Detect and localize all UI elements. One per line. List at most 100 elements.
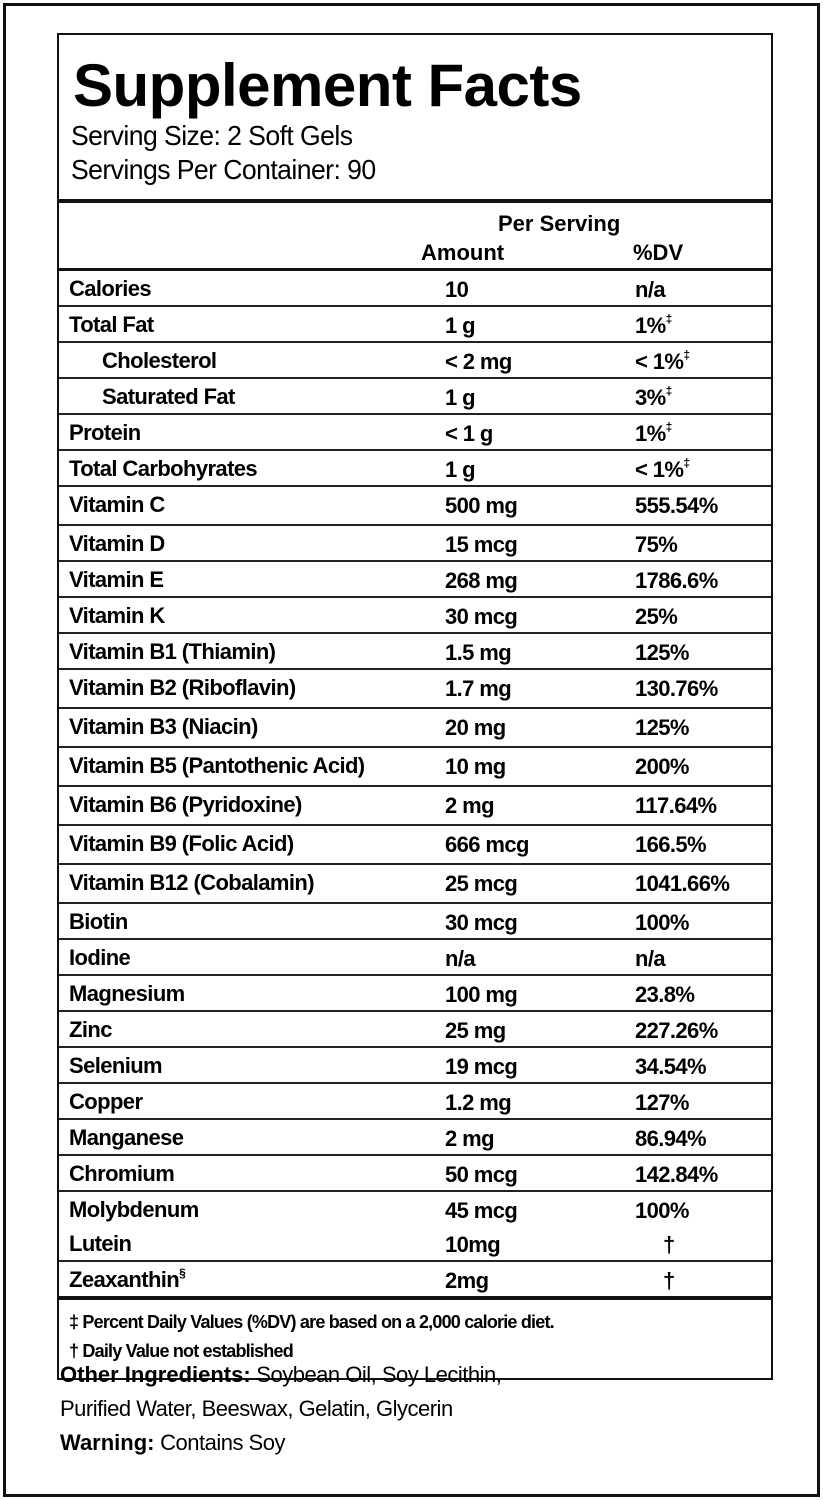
nutrient-dv-text: 125% [635,640,689,665]
nutrient-amount: 666 mcg [445,832,529,857]
table-row: Selenium 19 mcg 34.54% [59,1048,771,1084]
nutrient-name: Zinc [69,1017,112,1043]
table-row: Total Fat 1 g 1%‡ [59,307,771,343]
nutrient-name: Vitamin D [69,531,165,557]
nutrient-name-text: Zeaxanthin [69,1267,180,1292]
nutrient-name-text: Cholesterol [102,348,217,373]
nutrient-name: Molybdenum [69,1197,199,1223]
nutrient-name-text: Vitamin B9 (Folic Acid) [69,831,294,856]
nutrient-amount: 19 mcg [445,1054,518,1079]
nutrient-dv-text: 86.94% [635,1126,707,1151]
section-mark-icon: § [179,1266,186,1280]
nutrient-dv-text: 100% [635,910,689,935]
other-ingredients-line-1: Other Ingredients: Soybean Oil, Soy Leci… [60,1358,502,1392]
nutrient-name: Vitamin B5 (Pantothenic Acid) [69,753,365,779]
nutrient-name: Magnesium [69,981,185,1007]
nutrient-dv-text: 130.76% [635,676,718,701]
nutrient-dv: 1%‡ [635,420,673,447]
nutrient-dv: 166.5% [635,832,707,858]
other-ingredients-line-2: Purified Water, Beeswax, Gelatin, Glycer… [60,1396,453,1421]
supplement-facts-panel: Supplement Facts Serving Size: 2 Soft Ge… [57,33,773,1380]
nutrient-name-text: Chromium [69,1161,175,1186]
panel-title: Supplement Facts [73,52,582,119]
nutrient-name-text: Vitamin E [69,567,164,592]
nutrient-dv: 34.54% [635,1054,707,1080]
nutrient-dv: n/a [635,946,666,972]
nutrient-dv: 130.76% [635,676,718,702]
nutrient-dv: † [663,1232,675,1258]
table-row: Iodine n/a n/a [59,940,771,976]
nutrient-name: Total Carbohyrates [69,456,258,482]
nutrient-name: Chromium [69,1161,175,1187]
nutrient-amount: 1 g [445,385,476,410]
warning-text: Contains Soy [154,1430,285,1455]
nutrient-dv-text: 34.54% [635,1054,707,1079]
nutrient-dv-text: 125% [635,715,689,740]
nutrient-dv: 25% [635,604,678,630]
table-row: Protein < 1 g 1%‡ [59,415,771,451]
double-dagger-icon: ‡ [665,420,673,434]
table-row: Vitamin C 500 mg 555.54% [59,487,771,526]
nutrient-amount: 10mg [445,1232,501,1257]
nutrient-amount: 15 mcg [445,532,518,557]
nutrient-dv-text: 100% [635,1198,689,1223]
nutrient-dv: 75% [635,532,678,558]
nutrient-dv-text: 1% [635,313,666,338]
table-row: Vitamin D 15 mcg 75% [59,526,771,562]
nutrient-dv-text: 166.5% [635,832,707,857]
nutrient-dv: 1%‡ [635,312,673,339]
nutrient-dv: n/a [635,277,666,303]
nutrient-dv-text: 25% [635,604,678,629]
footnotes: ‡ Percent Daily Values (%DV) are based o… [59,1300,771,1378]
nutrient-dv-text: n/a [635,946,666,971]
table-row: Lutein 10mg † [59,1226,771,1262]
nutrient-name: Total Fat [69,312,154,338]
nutrient-dv: 200% [635,754,689,780]
divider-thick [59,199,771,203]
nutrient-amount: 500 mg [445,493,518,518]
nutrient-name-text: Vitamin B12 (Cobalamin) [69,870,315,895]
nutrient-dv-text: 75% [635,532,678,557]
nutrient-dv-text: 200% [635,754,689,779]
table-row: Manganese 2 mg 86.94% [59,1120,771,1156]
nutrient-amount: 1 g [445,457,476,482]
nutrient-name: Protein [69,420,141,446]
nutrient-name: Iodine [69,945,131,971]
table-row: Vitamin B9 (Folic Acid) 666 mcg 166.5% [59,826,771,865]
nutrient-dv: 100% [635,910,689,936]
nutrient-dv: 3%‡ [635,384,673,411]
nutrient-name-text: Selenium [69,1053,163,1078]
nutrient-dv: 227.26% [635,1018,718,1044]
nutrient-dv: 555.54% [635,493,718,519]
nutrient-name-text: Manganese [69,1125,184,1150]
warning-line: Warning: Contains Soy [60,1426,501,1460]
nutrient-name: Vitamin E [69,567,164,593]
nutrient-amount: 25 mcg [445,871,518,896]
nutrient-name: Vitamin K [69,603,165,629]
nutrient-dv: 125% [635,640,689,666]
nutrient-amount: 100 mg [445,982,518,1007]
nutrient-amount: 2 mg [445,793,495,818]
table-row: Vitamin K 30 mcg 25% [59,598,771,634]
table-row: Vitamin B5 (Pantothenic Acid) 10 mg 200% [59,748,771,787]
other-ingredients-label: Other Ingredients: [60,1362,251,1387]
nutrient-name-text: Vitamin B2 (Riboflavin) [69,675,296,700]
table-row: Total Carbohyrates 1 g < 1%‡ [59,451,771,487]
nutrient-dv-text: † [663,1232,675,1257]
nutrient-name: Vitamin B9 (Folic Acid) [69,831,294,857]
table-row: Magnesium 100 mg 23.8% [59,976,771,1012]
nutrient-name: Calories [69,276,152,302]
nutrient-amount: 10 [445,277,469,302]
nutrient-name-text: Biotin [69,909,128,934]
table-row: Zinc 25 mg 227.26% [59,1012,771,1048]
nutrient-dv: 86.94% [635,1126,707,1152]
nutrient-dv: 100% [635,1198,689,1224]
servings-per-container: Servings Per Container: 90 [71,154,376,185]
double-dagger-icon: ‡ [665,384,673,398]
nutrient-dv: < 1%‡ [635,456,690,483]
nutrient-dv-text: 227.26% [635,1018,718,1043]
nutrient-dv-text: < 1% [635,457,684,482]
double-dagger-icon: ‡ [665,312,673,326]
nutrient-name-text: Vitamin C [69,492,165,517]
nutrient-amount: 50 mcg [445,1162,518,1187]
